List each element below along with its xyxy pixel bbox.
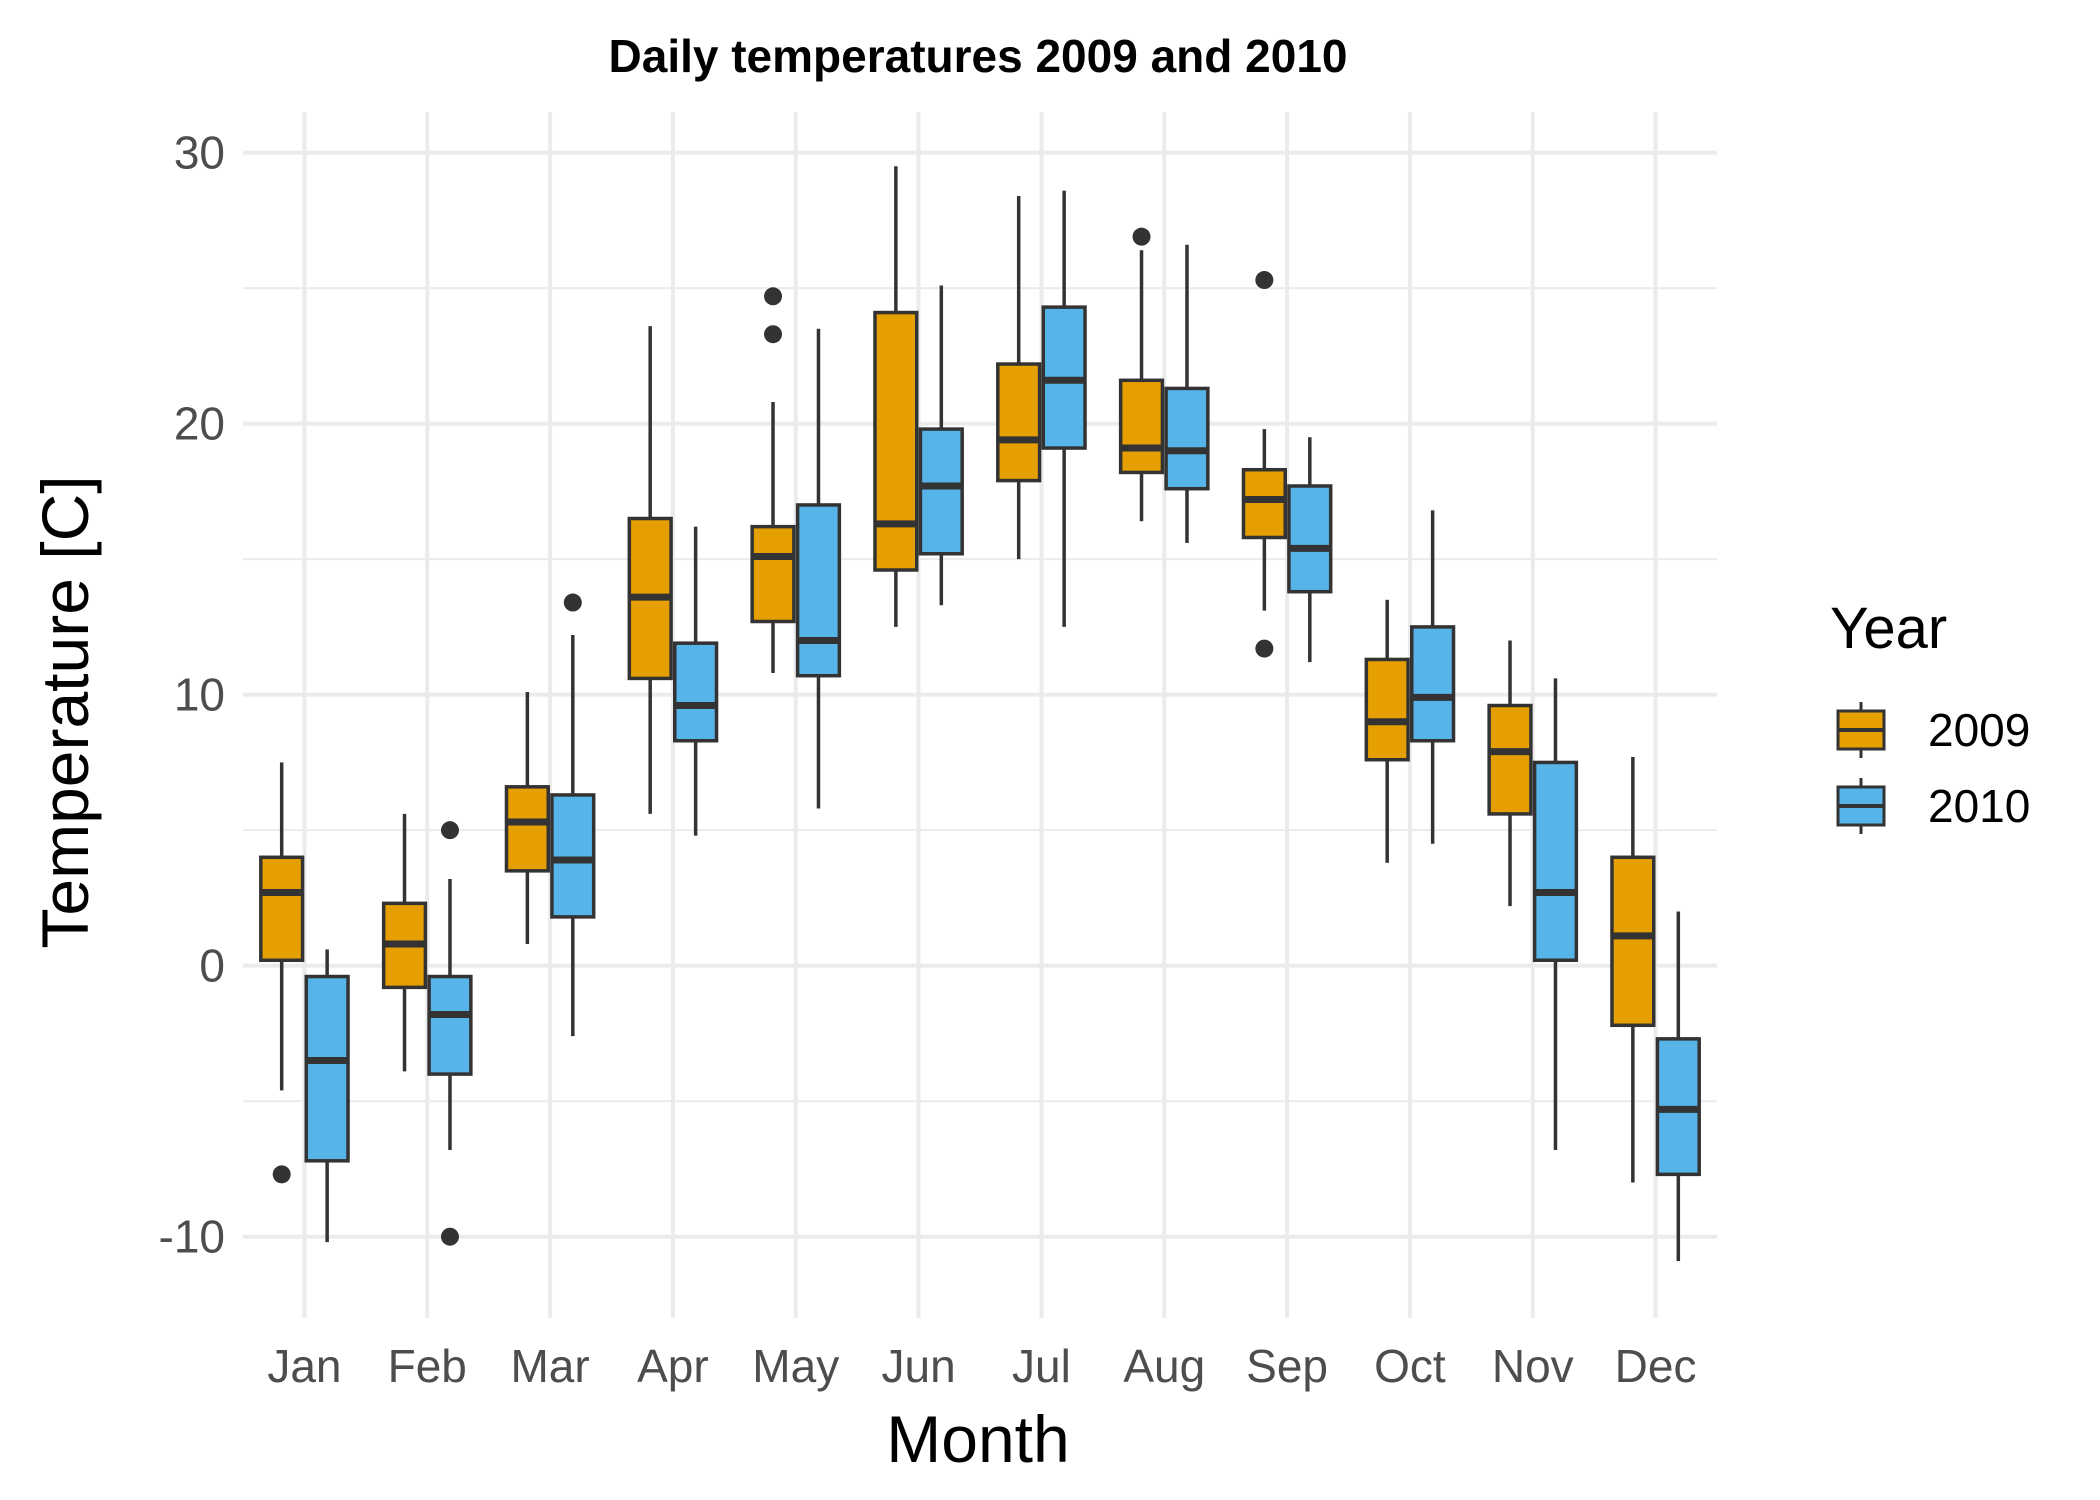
legend-item-2009: 2009: [1836, 702, 2030, 758]
iqr-box: [1532, 760, 1579, 963]
box-2010-Nov: [1532, 678, 1579, 1150]
iqr-box: [1287, 484, 1333, 594]
iqr-box: [1410, 625, 1456, 743]
outlier-point: [764, 325, 783, 344]
legend-items: 2009 2010: [1836, 702, 2030, 834]
y-tick-label: 10: [174, 669, 225, 721]
iqr-box: [750, 524, 796, 624]
x-tick-label: Jun: [881, 1340, 955, 1392]
x-axis-title: Month: [886, 1402, 1069, 1476]
iqr-box: [427, 974, 473, 1076]
legend-title: Year: [1830, 596, 1947, 661]
box-2010-Dec: [1655, 911, 1701, 1262]
legend-item-2010: 2010: [1836, 778, 2030, 834]
iqr-box: [918, 427, 964, 556]
y-tick-label: -10: [159, 1211, 225, 1263]
box-2009-Dec: [1610, 757, 1656, 1183]
x-tick-label: Apr: [637, 1340, 709, 1392]
outlier-point: [764, 287, 783, 306]
chart-title: Daily temperatures 2009 and 2010: [609, 30, 1348, 82]
iqr-box: [673, 641, 719, 743]
box-2009-May: [750, 287, 796, 673]
iqr-box: [873, 310, 919, 572]
box-2009-Oct: [1364, 599, 1410, 863]
iqr-box: [259, 855, 305, 963]
box-2009-Jan: [259, 762, 305, 1184]
box-2009-Sep: [1241, 271, 1287, 658]
iqr-box: [1610, 855, 1656, 1028]
box-2010-Mar: [550, 593, 596, 1037]
x-tick-label: Dec: [1615, 1340, 1697, 1392]
iqr-box: [1118, 378, 1165, 475]
iqr-box: [304, 974, 350, 1163]
outlier-point: [440, 1227, 459, 1246]
grid-major-lines: [243, 112, 1717, 1318]
box-2009-Feb: [381, 813, 428, 1072]
iqr-box: [795, 503, 842, 678]
iqr-box: [504, 785, 550, 873]
y-tick-label: 20: [174, 398, 225, 450]
x-tick-label: Aug: [1123, 1340, 1205, 1392]
box-2010-May: [795, 328, 842, 809]
y-tick-label: 30: [174, 127, 225, 179]
legend-label: 2009: [1928, 704, 2030, 756]
outlier-point: [272, 1165, 291, 1184]
series-2009: [259, 166, 1656, 1184]
x-tick-label: Jul: [1012, 1340, 1071, 1392]
x-tick-label: Oct: [1374, 1340, 1446, 1392]
box-2009-Nov: [1487, 640, 1533, 907]
box-series-group: [259, 166, 1701, 1262]
series-2010: [304, 190, 1701, 1262]
box-2010-Oct: [1410, 510, 1456, 844]
iqr-box: [550, 793, 596, 919]
box-2010-Aug: [1164, 244, 1210, 543]
y-tick-labels: -10 0 10 20 30: [159, 127, 225, 1263]
outlier-point: [1132, 227, 1151, 246]
x-tick-label: Nov: [1492, 1340, 1574, 1392]
box-2010-Jun: [918, 285, 964, 606]
y-axis-title: Temperature [C]: [28, 475, 102, 948]
legend: Year 2009 2010: [1830, 596, 2030, 834]
box-2010-Jan: [304, 949, 350, 1243]
outlier-point: [1255, 271, 1274, 290]
box-2010-Jul: [1041, 190, 1087, 627]
grid-minor-lines: [243, 287, 1717, 1103]
iqr-box: [1487, 703, 1533, 816]
box-2009-Aug: [1118, 227, 1165, 522]
iqr-box: [996, 362, 1042, 483]
box-2010-Apr: [673, 526, 719, 836]
legend-label: 2010: [1928, 780, 2030, 832]
box-2010-Feb: [427, 821, 473, 1246]
iqr-box: [1364, 657, 1410, 762]
x-tick-label: May: [752, 1340, 839, 1392]
x-tick-label: Mar: [510, 1340, 589, 1392]
outlier-point: [563, 593, 582, 612]
iqr-box: [1241, 467, 1287, 540]
box-2009-Jun: [873, 166, 919, 627]
box-2010-Sep: [1287, 437, 1333, 663]
box-2009-Jul: [996, 196, 1042, 560]
box-2009-Apr: [627, 326, 673, 814]
x-tick-label: Sep: [1246, 1340, 1328, 1392]
x-tick-label: Feb: [388, 1340, 467, 1392]
box-2009-Mar: [504, 691, 550, 945]
y-tick-label: 0: [199, 940, 225, 992]
iqr-box: [1164, 386, 1210, 491]
outlier-point: [1255, 639, 1274, 658]
outlier-point: [440, 821, 459, 840]
x-tick-label: Jan: [267, 1340, 341, 1392]
x-tick-labels: Jan Feb Mar Apr May Jun Jul Aug Sep Oct Nov Dec: [267, 1340, 1696, 1392]
